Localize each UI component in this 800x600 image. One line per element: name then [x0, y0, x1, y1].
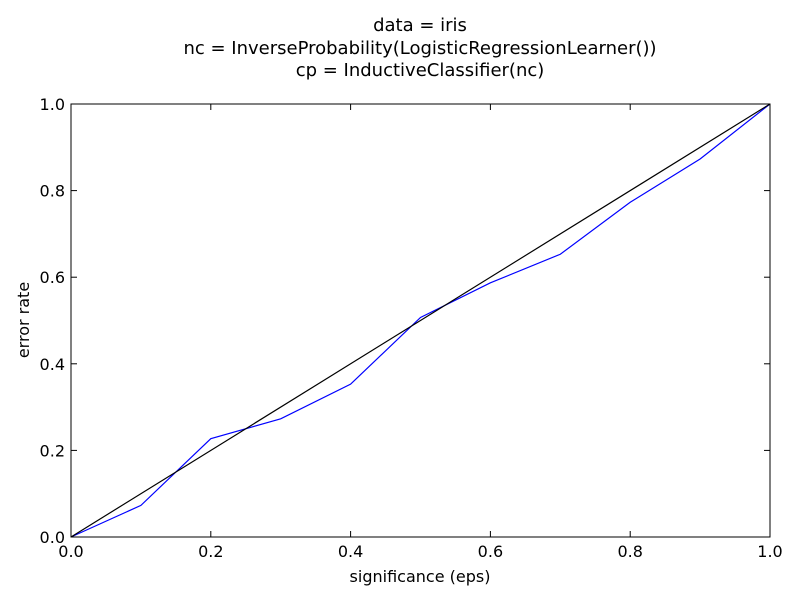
y-tick-label: 0.4 — [40, 355, 65, 374]
x-tick-label: 0.2 — [198, 542, 223, 561]
title-line-1: data = iris — [373, 15, 467, 36]
series-line-diagonal — [70, 103, 771, 538]
y-tick-label: 0.0 — [40, 528, 65, 547]
y-axis-label: error rate — [14, 282, 33, 358]
x-tick-label: 0.4 — [338, 542, 363, 561]
title-line-2: nc = InverseProbability(LogisticRegressi… — [183, 38, 656, 59]
x-axis: 0.0 0.2 0.4 0.6 0.8 1.0 — [58, 104, 783, 561]
y-tick-label: 0.2 — [40, 441, 65, 460]
x-axis-label: significance (eps) — [350, 567, 491, 586]
y-axis: 0.0 0.2 0.4 0.6 0.8 1.0 — [40, 95, 770, 547]
title-line-3: cp = InductiveClassifier(nc) — [296, 60, 545, 81]
x-tick-label: 0.0 — [58, 542, 83, 561]
chart-title: data = iris nc = InverseProbability(Logi… — [183, 15, 656, 81]
x-tick-label: 0.8 — [617, 542, 642, 561]
series-line-error-rate — [70, 103, 771, 538]
plot-frame — [70, 103, 771, 538]
y-tick-label: 1.0 — [40, 95, 65, 114]
series-layer — [70, 103, 771, 538]
y-tick-label: 0.8 — [40, 182, 65, 201]
x-tick-label: 1.0 — [757, 542, 782, 561]
y-tick-label: 0.6 — [40, 268, 65, 287]
x-tick-label: 0.6 — [478, 542, 503, 561]
